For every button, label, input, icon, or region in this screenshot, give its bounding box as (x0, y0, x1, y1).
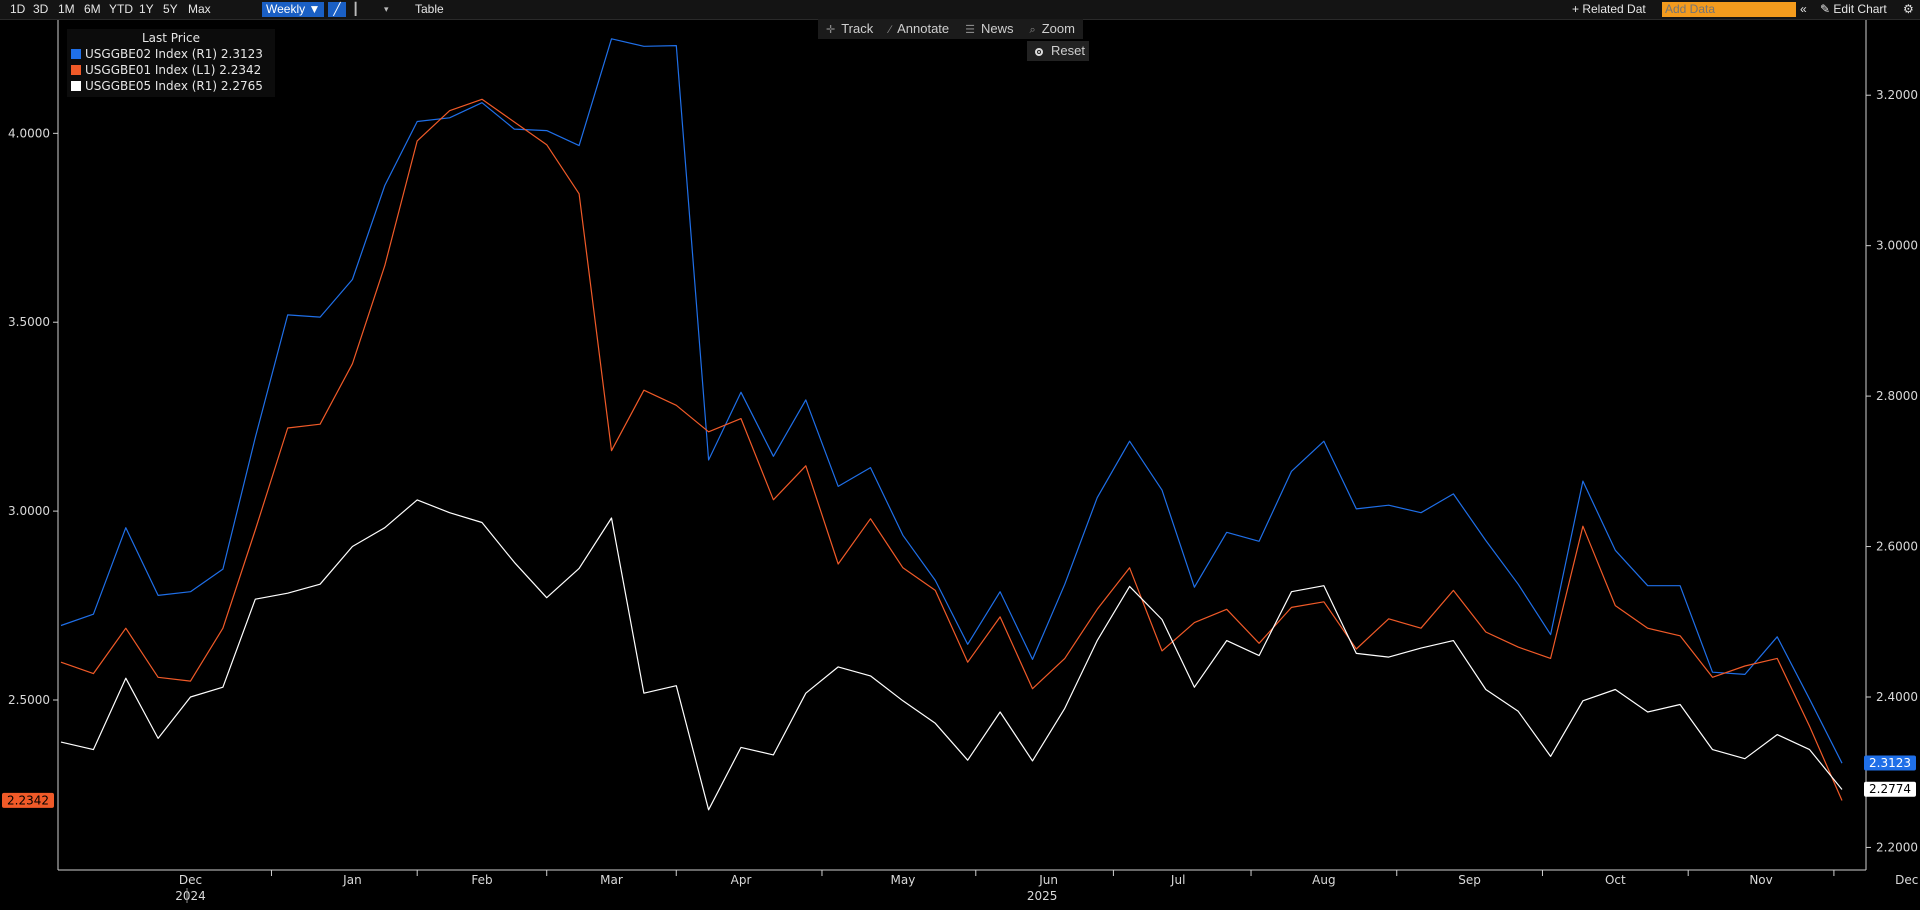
x-month-label: Dec (1895, 873, 1918, 887)
gear-icon[interactable]: ⚙ (1903, 2, 1914, 16)
last-value-badge: 2.3123 (1864, 755, 1916, 771)
badge-background (1864, 781, 1916, 797)
badge-text: 2.2342 (7, 793, 49, 807)
news-button[interactable]: ☰ News (957, 19, 1021, 39)
legend-label: USGGBE01 Index (L1) 2.2342 (85, 63, 262, 77)
x-month-label: Oct (1605, 873, 1626, 887)
chart-legend: Last Price USGGBE02 Index (R1) 2.3123 US… (67, 29, 275, 97)
left-tick-label: 3.5000 (8, 315, 50, 329)
reset-label: Reset (1051, 43, 1085, 58)
collapse-button[interactable]: « (1800, 2, 1807, 16)
chart-type-dropdown-icon[interactable]: ▾ (384, 4, 389, 14)
x-year-label: 2025 (1027, 889, 1058, 903)
candlestick-icon[interactable]: ┃ (352, 2, 360, 16)
add-data-input[interactable] (1662, 2, 1796, 17)
left-tick-label: 4.0000 (8, 126, 50, 140)
x-month-label: Dec (179, 873, 202, 887)
left-tick-label: 2.5000 (8, 693, 50, 707)
right-tick-label: 2.6000 (1876, 540, 1918, 554)
x-month-label: Jun (1038, 873, 1058, 887)
pencil-icon: ∕ (889, 24, 892, 36)
crosshair-icon: ✛ (826, 24, 836, 36)
legend-item-usggbe05[interactable]: USGGBE05 Index (R1) 2.2765 (67, 78, 275, 94)
x-month-label: Sep (1458, 873, 1481, 887)
x-month-label: Mar (600, 873, 623, 887)
x-month-label: May (891, 873, 916, 887)
legend-item-usggbe02[interactable]: USGGBE02 Index (R1) 2.3123 (67, 46, 275, 62)
x-month-label: Aug (1312, 873, 1335, 887)
news-icon: ☰ (965, 24, 976, 36)
range-1d-button[interactable]: 1D (10, 2, 26, 16)
badge-text: 2.2774 (1869, 782, 1911, 796)
range-1m-button[interactable]: 1M (58, 2, 75, 16)
last-value-badge: 2.2774 (1864, 781, 1916, 797)
chart-tools-bar: ✛ Track ∕ Annotate ☰ News ⌕ Zoom (818, 19, 1083, 39)
range-6m-button[interactable]: 6M (84, 2, 101, 16)
zoom-button[interactable]: ⌕ Zoom (1022, 19, 1083, 39)
right-tick-label: 2.8000 (1876, 389, 1918, 403)
news-label: News (981, 21, 1014, 36)
legend-swatch (71, 81, 81, 91)
right-tick-label: 3.0000 (1876, 239, 1918, 253)
right-tick-label: 3.2000 (1876, 88, 1918, 102)
badge-text: 2.3123 (1869, 756, 1911, 770)
annotate-button[interactable]: ∕ Annotate (881, 19, 957, 39)
range-3d-button[interactable]: 3D (33, 2, 49, 16)
badge-background (1864, 755, 1916, 771)
x-month-label: Apr (731, 873, 752, 887)
x-year-label: 2024 (175, 889, 206, 903)
track-button[interactable]: ✛ Track (818, 19, 881, 39)
range-max-button[interactable]: Max (188, 2, 211, 16)
edit-chart-button[interactable]: ✎ Edit Chart (1820, 2, 1887, 16)
table-button[interactable]: Table (415, 2, 444, 16)
legend-item-usggbe01[interactable]: USGGBE01 Index (L1) 2.2342 (67, 62, 275, 78)
series-line-usggbe01-index (60, 98, 1843, 801)
right-tick-label: 2.4000 (1876, 690, 1918, 704)
x-month-label: Feb (471, 873, 492, 887)
left-tick-label: 3.0000 (8, 504, 50, 518)
zoom-label: Zoom (1041, 21, 1075, 36)
annotate-label: Annotate (897, 21, 950, 36)
right-tick-label: 2.2000 (1876, 840, 1918, 854)
series-line-usggbe02-index (60, 38, 1843, 764)
range-5y-button[interactable]: 5Y (163, 2, 178, 16)
legend-title: Last Price (141, 31, 201, 45)
legend-swatch (71, 49, 81, 59)
x-month-label: Jul (1170, 873, 1185, 887)
reset-button[interactable]: Reset (1027, 41, 1089, 61)
legend-swatch (71, 65, 81, 75)
radio-icon (1035, 48, 1043, 56)
x-month-label: Jan (342, 873, 362, 887)
chart-toolbar: 1D 3D 1M 6M YTD 1Y 5Y Max Weekly ▼ ╱ ┃ ▾… (0, 0, 1920, 20)
line-chart-icon[interactable]: ╱ (328, 2, 346, 17)
range-1y-button[interactable]: 1Y (139, 2, 154, 16)
last-value-badge: 2.2342 (2, 792, 54, 808)
range-ytd-button[interactable]: YTD (109, 2, 133, 16)
frequency-dropdown[interactable]: Weekly ▼ (262, 2, 325, 17)
series-line-usggbe05-index (60, 499, 1843, 811)
track-label: Track (841, 21, 874, 36)
magnifier-icon: ⌕ (1029, 24, 1036, 36)
x-month-label: Nov (1749, 873, 1772, 887)
legend-label: USGGBE05 Index (R1) 2.2765 (85, 79, 263, 93)
related-data-button[interactable]: + Related Dat (1572, 2, 1646, 16)
badge-background (2, 792, 54, 808)
legend-label: USGGBE02 Index (R1) 2.3123 (85, 47, 263, 61)
